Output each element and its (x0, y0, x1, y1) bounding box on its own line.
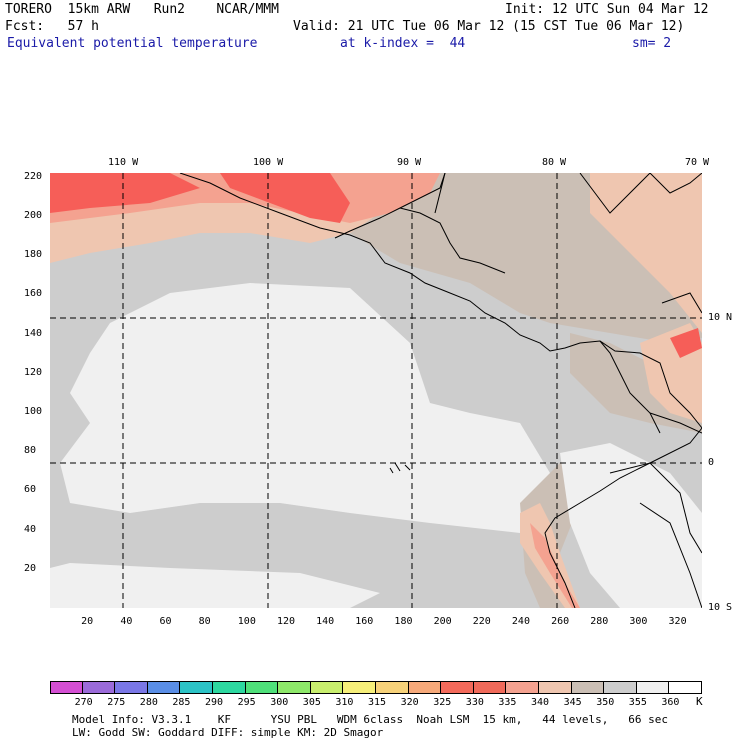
colorbar-label: 305 (302, 697, 321, 708)
longitude-label: 110 W (108, 157, 139, 168)
x-tick-label: 60 (159, 616, 172, 627)
model-title: TORERO 15km ARW Run2 NCAR/MMM (5, 2, 279, 17)
longitude-label: 100 W (253, 157, 284, 168)
colorbar-label: 300 (270, 697, 289, 708)
colorbar-swatch (538, 681, 572, 694)
colorbar-label: 295 (237, 697, 256, 708)
y-tick-label: 80 (24, 445, 37, 457)
level-index: at k-index = 44 (340, 36, 466, 51)
colorbar-label: 325 (433, 697, 452, 708)
colorbar-label: 330 (465, 697, 484, 708)
colorbar-swatch (50, 681, 83, 694)
x-tick-label: 180 (394, 616, 413, 627)
colorbar-swatch (115, 681, 148, 694)
field-335-andes (530, 523, 580, 608)
physics-info: LW: Godd SW: Goddard DIFF: simple KM: 2D… (72, 726, 384, 739)
colorbar-swatch (82, 681, 116, 694)
x-tick-label: 220 (472, 616, 491, 627)
field-330-ne (670, 328, 702, 358)
longitude-label: 70 W (685, 157, 710, 168)
colorbar-label: 350 (596, 697, 615, 708)
x-tick-label: 160 (355, 616, 374, 627)
colorbar-swatch (343, 681, 376, 694)
smoothing: sm= 2 (632, 36, 672, 51)
x-tick-label: 100 (237, 616, 256, 627)
equivalent-potential-temperature-map (50, 173, 702, 608)
map-canvas (50, 173, 702, 608)
colorbar-label: 280 (139, 697, 158, 708)
colorbar-swatch (147, 681, 181, 694)
y-tick-label: 20 (24, 562, 37, 574)
colorbar-label: 355 (628, 697, 647, 708)
x-tick-label: 120 (276, 616, 296, 627)
y-tick-label: 120 (24, 366, 43, 378)
colorbar-label: 335 (498, 697, 517, 708)
colorbar-label: 345 (563, 697, 582, 708)
init-time: Init: 12 UTC Sun 04 Mar 12 (505, 2, 709, 17)
y-tick-label: 160 (24, 288, 43, 300)
x-tick-label: 200 (433, 616, 452, 627)
colorbar-swatch (408, 681, 442, 694)
forecast-hour: Fcst: 57 h (5, 19, 99, 34)
x-tick-label: 40 (120, 616, 133, 627)
x-tick-label: 300 (629, 616, 648, 627)
y-tick-label: 40 (24, 523, 37, 535)
y-tick-label: 100 (24, 406, 43, 418)
field-355-south (50, 563, 380, 608)
longitude-label: 80 W (542, 157, 567, 168)
colorbar-swatch (278, 681, 311, 694)
y-tick-label: 60 (24, 484, 37, 496)
coastlines (179, 173, 702, 608)
colorbar-label: 320 (400, 697, 419, 708)
x-tick-label: 240 (511, 616, 530, 627)
colorbar-swatch (571, 681, 605, 694)
x-tick-label: 320 (668, 616, 687, 627)
field-330-coast (220, 173, 350, 223)
y-tick-label: 200 (24, 210, 43, 222)
valid-time: Valid: 21 UTC Tue 06 Mar 12 (15 CST Tue … (293, 19, 685, 34)
colorbar-label: 340 (531, 697, 550, 708)
x-tick-label: 140 (316, 616, 335, 627)
colorbar-swatch (669, 681, 702, 694)
graticule (50, 173, 702, 608)
latitude-label: 0 (708, 457, 715, 468)
colorbar-swatch (212, 681, 246, 694)
colorbar-unit: K (696, 695, 703, 708)
colorbar-swatch (506, 681, 539, 694)
x-tick-label: 260 (551, 616, 570, 627)
field-345-north (50, 173, 702, 343)
field-330-north (50, 173, 200, 213)
x-tick-label: 80 (198, 616, 211, 627)
colorbar-swatch (375, 681, 409, 694)
latitude-label: 10 N (708, 312, 733, 323)
model-info: Model Info: V3.3.1 KF YSU PBL WDM 6class… (72, 713, 669, 726)
colorbar-swatch (473, 681, 507, 694)
y-tick-label: 220 (24, 170, 43, 182)
field-355-ocean (60, 283, 550, 533)
field-355-amazon (560, 443, 702, 608)
latitude-label: 10 S (708, 602, 733, 613)
colorbar-label: 290 (205, 697, 224, 708)
x-tick-label: 20 (81, 616, 94, 627)
y-tick-label: 180 (24, 249, 43, 261)
colorbar (50, 681, 702, 694)
longitude-label: 90 W (397, 157, 422, 168)
field-340-ne (590, 173, 702, 333)
colorbar-swatch (636, 681, 670, 694)
colorbar-swatch (245, 681, 279, 694)
y-tick-label: 140 (24, 327, 43, 339)
colorbar-swatch (310, 681, 344, 694)
colorbar-label: 270 (74, 697, 93, 708)
colorbar-label: 310 (335, 697, 354, 708)
colorbar-label: 360 (661, 697, 680, 708)
colorbar-label: 275 (107, 697, 126, 708)
colorbar-swatch (441, 681, 474, 694)
colorbar-label: 285 (172, 697, 191, 708)
field-name: Equivalent potential temperature (7, 36, 258, 51)
colorbar-label: 315 (368, 697, 387, 708)
x-tick-label: 280 (590, 616, 609, 627)
colorbar-swatch (604, 681, 637, 694)
colorbar-swatch (180, 681, 213, 694)
